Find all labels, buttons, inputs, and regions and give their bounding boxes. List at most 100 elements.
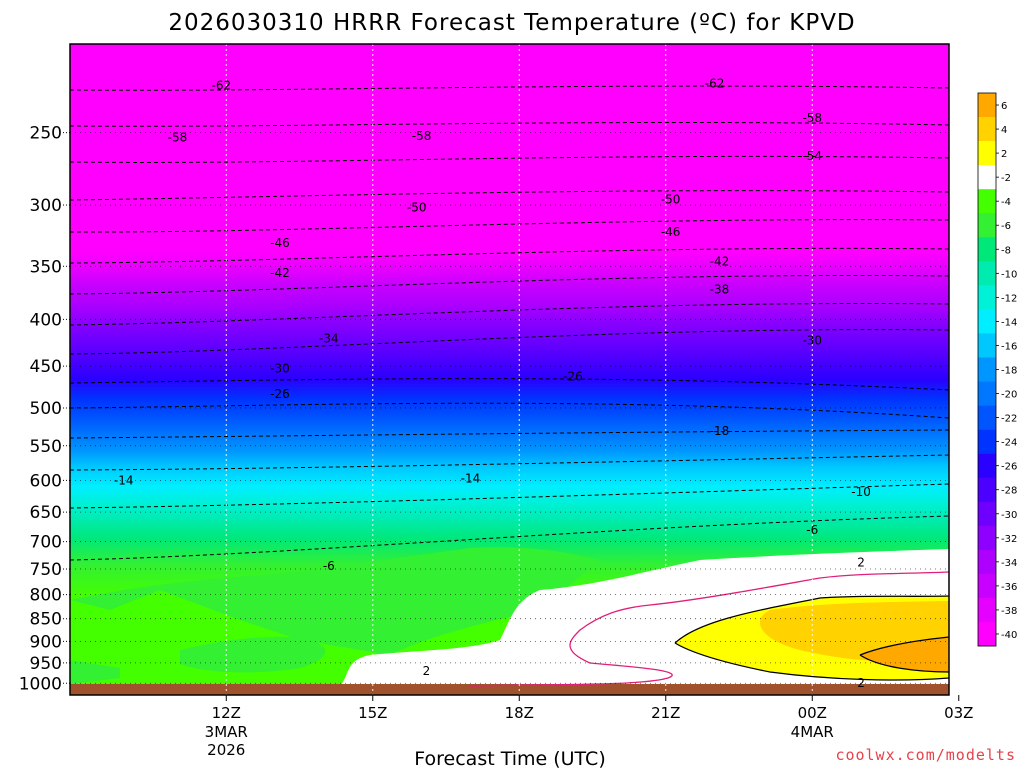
y-axis: 2503003504004505005506006507007508008509… [19,124,70,694]
zero-degree-line [469,571,949,687]
x-tick-label: 03Z [944,704,973,722]
isotherm-line [70,247,949,264]
x-tick-label: 21Z [651,704,680,722]
colorbar-swatch [978,453,996,478]
contour-label: -46 [270,236,290,250]
colorbar-label: -6 [1001,221,1011,232]
colorbar-swatch [978,117,996,142]
isotherm-line [70,515,949,561]
colorbar-swatch [978,549,996,575]
contour-label: -62 [212,78,232,92]
colorbar-label: -36 [1001,582,1017,593]
colorbar-label: -18 [1001,366,1017,377]
light-green-patch [180,636,326,673]
colorbar-swatch [978,93,996,118]
contour-label: 2 [423,664,431,678]
light-green-patch [70,547,600,655]
freezing-line [859,654,949,673]
colorbar-swatch [978,237,996,262]
colorbar-label: -22 [1001,414,1017,425]
colorbar-swatch [978,333,996,358]
colorbar-swatch [978,357,996,382]
y-tick-label: 550 [30,437,62,457]
freezing-line [859,636,949,656]
contour-label: -42 [270,266,290,280]
isotherm-line [70,329,949,355]
contour-label: -26 [563,370,583,384]
contour-label: -42 [710,255,730,269]
isotherm-line [70,378,949,391]
y-tick-label: 1000 [19,674,62,694]
colorbar-label: -40 [1001,630,1017,641]
x-axis-label: Forecast Time (UTC) [414,748,605,768]
x-tick-date: 3MAR [205,723,248,741]
credit-text: coolwx.com/modelts [835,746,1016,764]
y-tick-label: 300 [30,196,62,216]
colorbar-label: -2 [1001,173,1011,184]
y-tick-label: 400 [30,310,62,330]
plot-frame [69,43,950,696]
colorbar-label: -16 [1001,341,1017,352]
colorbar-label: 4 [1001,125,1007,136]
plot-area: -62 -62-58 -58-58-54-50-50-46-46-42-42-38-… [70,44,949,695]
colorbar-label: 2 [1001,149,1007,160]
isotherm-line [70,454,949,471]
contour-label: -10 [851,485,871,499]
y-tick-label: 700 [30,533,62,553]
contour-label: 2 [857,676,865,690]
isotherm-line [70,121,949,127]
colorbar-swatch [978,189,996,214]
colorbar-swatch [978,525,996,551]
contour-label: -50 [661,193,681,207]
contour-label: 2 [857,556,865,570]
x-tick-date: 4MAR [791,723,834,741]
contour-label: -58 [412,129,432,143]
warm-region-amber [860,637,949,672]
colorbar-label: -34 [1001,558,1017,569]
isotherm-line [70,483,949,509]
freezing-line [674,595,949,644]
colorbar-label: -12 [1001,293,1017,304]
colorbar-label: -24 [1001,438,1017,449]
contour-label: -6 [806,523,818,537]
colorbar-label: 6 [1001,101,1007,112]
colorbar-label: -28 [1001,486,1017,497]
contour-label: -38 [710,282,730,296]
isotherm-line [70,402,949,419]
colorbar-swatch [978,261,996,286]
colorbar-swatch [978,285,996,310]
contour-label: -50 [407,201,427,215]
colorbar-label: -26 [1001,462,1017,473]
colorbar-label: -10 [1001,269,1017,280]
y-tick-label: 950 [30,654,62,674]
y-tick-label: 600 [30,471,62,491]
x-tick-year: 2026 [207,741,245,759]
y-tick-label: 800 [30,586,62,606]
contour-label: -54 [802,149,822,163]
y-tick-label: 850 [30,610,62,630]
y-tick-label: 450 [30,357,62,377]
contour-label: -46 [661,225,681,239]
y-tick-label: 650 [30,503,62,523]
contour-label: -14 [461,471,481,485]
contour-label: -6 [323,559,335,573]
colorbar-label: -14 [1001,317,1017,328]
colorbar-swatch [978,141,996,166]
contour-label: -30 [802,334,822,348]
x-tick-label: 12Z [212,704,241,722]
colorbar-swatch [978,501,996,527]
y-tick-label: 900 [30,632,62,652]
isotherm-line [70,190,949,201]
freezing-line [674,642,949,681]
contour-label: -62 [705,77,725,91]
colorbar-label: -30 [1001,510,1017,521]
isotherm-line [70,274,949,295]
contour-label: -30 [270,362,290,376]
contour-label: -58 [802,111,822,125]
contour-label: -14 [114,473,134,487]
x-tick-label: 15Z [358,704,387,722]
isotherm-lines [70,85,949,561]
x-tick-label: 00Z [798,704,827,722]
grid [70,44,949,695]
